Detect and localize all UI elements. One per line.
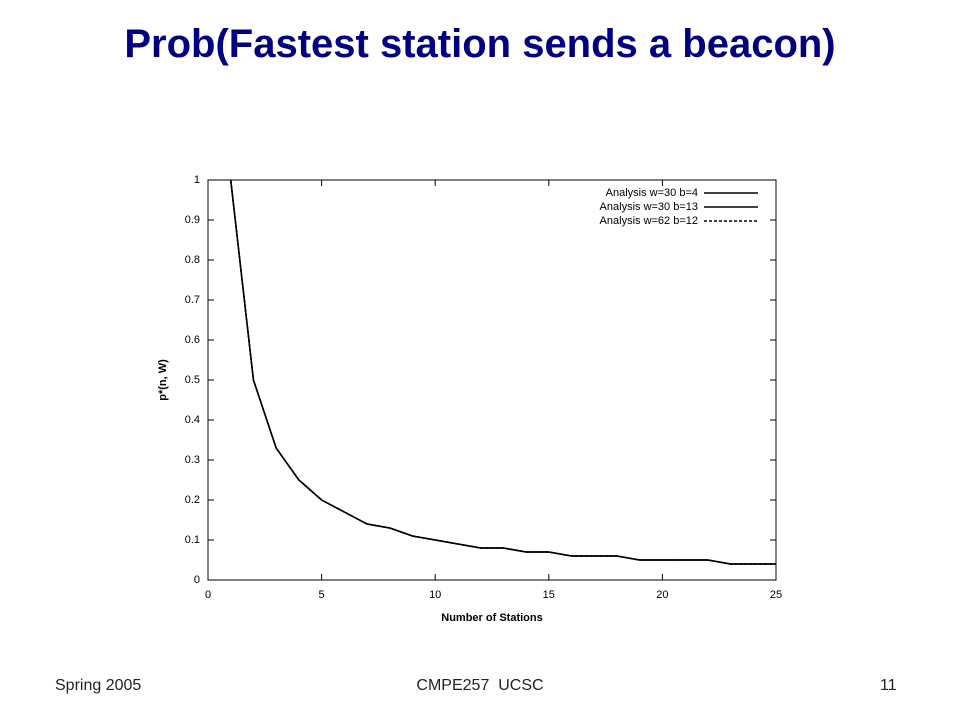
x-tick-label: 20 [656,589,668,601]
y-tick-label: 0.7 [185,294,200,306]
x-tick-label: 15 [543,589,555,601]
x-tick-label: 10 [429,589,441,601]
x-axis-label: Number of Stations [441,612,542,624]
y-tick-label: 0.6 [185,334,200,346]
data-line [229,179,776,565]
y-axis-label: p*(n, W) [157,359,169,401]
legend-label: Analysis w=30 b=13 [600,201,698,213]
y-tick-label: 0 [194,574,200,586]
y-tick-label: 0.3 [185,454,200,466]
x-tick-label: 0 [205,589,211,601]
y-tick-label: 0.2 [185,494,200,506]
x-tick-label: 25 [770,589,782,601]
y-tick-label: 0.9 [185,214,200,226]
legend-label: Analysis w=62 b=12 [600,215,698,227]
page-number: 11 [880,677,897,694]
footer-center: CMPE257 UCSC [416,677,544,694]
x-tick-label: 5 [319,589,325,601]
data-line [229,179,776,565]
slide-title: Prob(Fastest station sends a beacon) [124,22,836,66]
y-tick-label: 0.8 [185,254,200,266]
y-tick-label: 1 [194,174,200,186]
y-tick-label: 0.5 [185,374,200,386]
chart: 00.10.20.30.40.50.60.70.80.910 5 10 15 20 25N… [157,174,782,624]
legend-label: Analysis w=30 b=4 [606,187,698,199]
data-line [229,179,776,565]
y-tick-label: 0.4 [185,414,200,426]
footer-left: Spring 2005 [55,677,142,694]
plot-border [207,179,777,581]
y-tick-label: 0.1 [185,534,200,546]
